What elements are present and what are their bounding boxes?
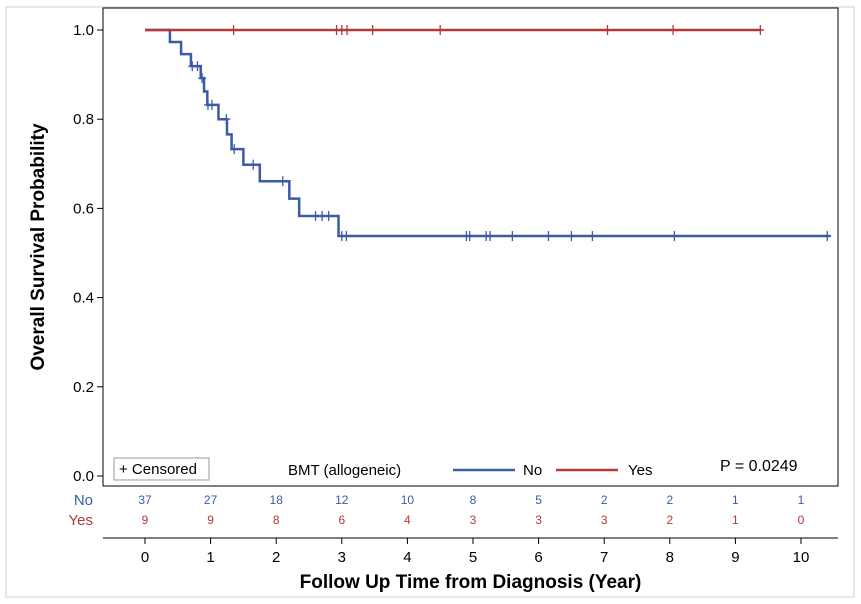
x-tick-label: 6 bbox=[534, 549, 542, 566]
x-tick-label: 8 bbox=[666, 549, 674, 566]
legend-title: BMT (allogeneic) bbox=[288, 462, 401, 479]
risk-value: 5 bbox=[535, 493, 542, 507]
x-tick-label: 2 bbox=[272, 549, 280, 566]
risk-value: 9 bbox=[207, 513, 214, 527]
y-tick-label: 0.4 bbox=[73, 290, 94, 307]
p-value-annotation: P = 0.0249 bbox=[720, 458, 798, 475]
risk-value: 4 bbox=[404, 513, 411, 527]
risk-value: 0 bbox=[798, 513, 805, 527]
legend-entries: No Yes bbox=[453, 462, 652, 479]
y-tick-label: 0.8 bbox=[73, 111, 94, 128]
risk-value: 6 bbox=[338, 513, 345, 527]
risk-value: 8 bbox=[470, 493, 477, 507]
x-tick-label: 3 bbox=[338, 549, 346, 566]
risk-value: 8 bbox=[273, 513, 280, 527]
legend-label-no: No bbox=[523, 462, 542, 479]
y-tick-label: 0.2 bbox=[73, 379, 94, 396]
risk-value: 3 bbox=[601, 513, 608, 527]
x-tick-label: 1 bbox=[206, 549, 214, 566]
risk-row-label: No bbox=[74, 492, 93, 509]
x-axis: 0 1 2 3 4 5 6 7 8 9 10 bbox=[103, 537, 838, 566]
censored-legend-label: + Censored bbox=[119, 461, 197, 478]
risk-value: 12 bbox=[335, 493, 349, 507]
risk-value: 18 bbox=[270, 493, 284, 507]
risk-value: 2 bbox=[601, 493, 608, 507]
legend: + Censored BMT (allogeneic) No Yes bbox=[113, 457, 652, 481]
legend-label-yes: Yes bbox=[628, 462, 652, 479]
x-tick-label: 7 bbox=[600, 549, 608, 566]
x-tick-label: 0 bbox=[141, 549, 149, 566]
plot-frame bbox=[102, 7, 839, 487]
risk-value: 2 bbox=[666, 513, 673, 527]
x-tick-label: 9 bbox=[731, 549, 739, 566]
risk-value: 2 bbox=[666, 493, 673, 507]
censored-legend-box bbox=[113, 457, 210, 481]
y-tick-label: 1.0 bbox=[73, 22, 94, 39]
risk-value: 10 bbox=[401, 493, 415, 507]
risk-value: 3 bbox=[470, 513, 477, 527]
x-tick-label: 4 bbox=[403, 549, 411, 566]
series-no bbox=[145, 28, 832, 242]
y-tick-label: 0.6 bbox=[73, 200, 94, 217]
series-yes bbox=[145, 25, 765, 35]
series-line-no bbox=[145, 28, 831, 238]
risk-value: 37 bbox=[138, 493, 152, 507]
risk-value: 1 bbox=[732, 513, 739, 527]
x-tick-label: 5 bbox=[469, 549, 477, 566]
x-axis-title: Follow Up Time from Diagnosis (Year) bbox=[300, 572, 642, 593]
risk-value: 3 bbox=[535, 513, 542, 527]
y-axis-title: Overall Survival Probability bbox=[28, 123, 49, 371]
risk-value: 9 bbox=[142, 513, 149, 527]
series-layer bbox=[145, 25, 832, 242]
risk-row-label: Yes bbox=[69, 512, 93, 529]
outer-frame bbox=[5, 6, 855, 598]
y-axis: 0.0 0.2 0.4 0.6 0.8 1.0 bbox=[73, 22, 103, 485]
risk-value: 27 bbox=[204, 493, 218, 507]
risk-value: 1 bbox=[732, 493, 739, 507]
y-tick-label: 0.0 bbox=[73, 468, 94, 485]
risk-value: 1 bbox=[798, 493, 805, 507]
x-tick-label: 10 bbox=[793, 549, 810, 566]
